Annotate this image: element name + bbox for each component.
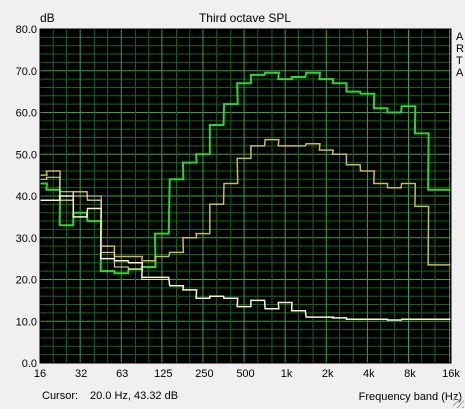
y-tick-label: 40.0 — [16, 191, 37, 203]
x-tick-label: 125 — [154, 368, 172, 380]
y-tick-label: 80.0 — [16, 24, 37, 36]
chart-title: Third octave SPL — [199, 11, 291, 25]
series-line — [40, 176, 169, 280]
legend-letter: T — [456, 55, 463, 67]
y-tick-labels: 0.0 10.0 20.0 30.0 40.0 50.0 60.0 70.0 80.0 — [16, 24, 37, 370]
x-tick-label: 63 — [116, 368, 128, 380]
y-tick-label: 30.0 — [16, 233, 37, 245]
y-tick-label: 60.0 — [16, 108, 37, 120]
y-tick-label: 70.0 — [16, 66, 37, 78]
y-tick-label: 50.0 — [16, 149, 37, 161]
x-tick-label: 250 — [195, 368, 213, 380]
x-tick-labels: 16 32 63 125 250 500 1k 2k 4k 8k 16k — [34, 368, 460, 380]
y-tick-label: 0.0 — [22, 358, 37, 370]
plot-frame — [39, 28, 452, 364]
cursor-readout: 20.0 Hz, 43.32 dB — [90, 390, 179, 402]
series-group — [40, 71, 451, 321]
legend-letter: R — [456, 43, 464, 55]
legend-letter: A — [456, 67, 464, 79]
y-tick-label: 10.0 — [16, 316, 37, 328]
x-tick-label: 16 — [34, 368, 46, 380]
y-tick-label: 20.0 — [16, 275, 37, 287]
cursor-label: Cursor: — [42, 390, 79, 402]
legend-letter: A — [456, 31, 464, 43]
series-line — [40, 138, 451, 266]
series-line — [40, 71, 451, 275]
resize-grip[interactable] — [453, 397, 464, 408]
x-tick-label: 16k — [442, 368, 460, 380]
x-tick-label: 4k — [363, 368, 375, 380]
y-axis-label: dB — [40, 11, 55, 25]
x-tick-label: 8k — [404, 368, 416, 380]
x-tick-label: 500 — [236, 368, 254, 380]
gridlines — [39, 28, 451, 364]
x-tick-label: 2k — [322, 368, 334, 380]
x-tick-label: 1k — [281, 368, 293, 380]
x-tick-label: 32 — [75, 368, 87, 380]
series-line — [40, 195, 451, 321]
x-axis-label: Frequency band (Hz) — [359, 391, 462, 403]
